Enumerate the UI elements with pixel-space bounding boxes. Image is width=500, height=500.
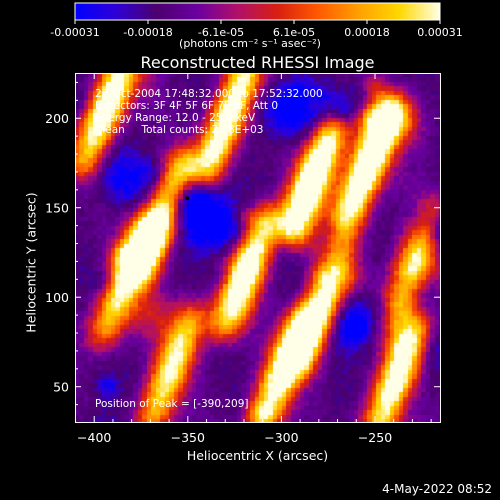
y-tick-label: 200 (45, 111, 69, 126)
annotation-energy-range: Energy Range: 12.0 - 25.0 keV (95, 112, 256, 124)
x-tick-label: −250 (358, 430, 392, 445)
plot-frame (75, 73, 441, 423)
annotation-time-range: 27-Oct-2004 17:48:32.000 to 17:52:32.000 (95, 88, 323, 100)
x-tick-label: −300 (264, 430, 298, 445)
annotation-detectors: Detectors: 3F 4F 5F 6F 7F 8F, Att 0 (95, 100, 279, 112)
chart-title: Reconstructed RHESSI Image (140, 53, 375, 72)
annotation-block: 27-Oct-2004 17:48:32.000 to 17:52:32.000… (95, 88, 323, 136)
colorbar-unit-label: (photons cm⁻² s⁻¹ asec⁻²) (179, 37, 321, 50)
peak-marker (185, 196, 190, 201)
y-axis-label: Heliocentric Y (arcsec) (23, 192, 39, 333)
y-tick-label: 100 (45, 290, 69, 305)
colorbar-tick-label: 0.00031 (417, 26, 463, 39)
colorbar-tick-label: -0.00031 (50, 26, 99, 39)
annotation-total-counts: Clean Total counts: 2.78E+03 (95, 124, 264, 136)
x-tick-label: −400 (77, 430, 111, 445)
y-tick-label: 150 (45, 201, 69, 216)
y-tick-label: 50 (53, 380, 69, 395)
x-axis-label: Heliocentric X (arcsec) (186, 448, 329, 463)
colorbar-tick-label: -0.00018 (123, 26, 172, 39)
x-tick-label: −350 (171, 430, 205, 445)
colorbar: -0.00031 -0.00018 -6.1e-05 6.1e-05 0.00018 0.… (50, 2, 463, 39)
colorbar-tick-label: 0.00018 (344, 26, 390, 39)
colorbar-tick-label: -6.1e-05 (198, 26, 244, 39)
colorbar-gradient (74, 2, 441, 21)
annotation-peak-position: Position of Peak = [-390,209] (95, 398, 249, 410)
heatmap-image (75, 73, 441, 422)
colorbar-tick-label: 6.1e-05 (273, 26, 315, 39)
footer-date: 4-May-2022 08:52 (382, 482, 492, 496)
